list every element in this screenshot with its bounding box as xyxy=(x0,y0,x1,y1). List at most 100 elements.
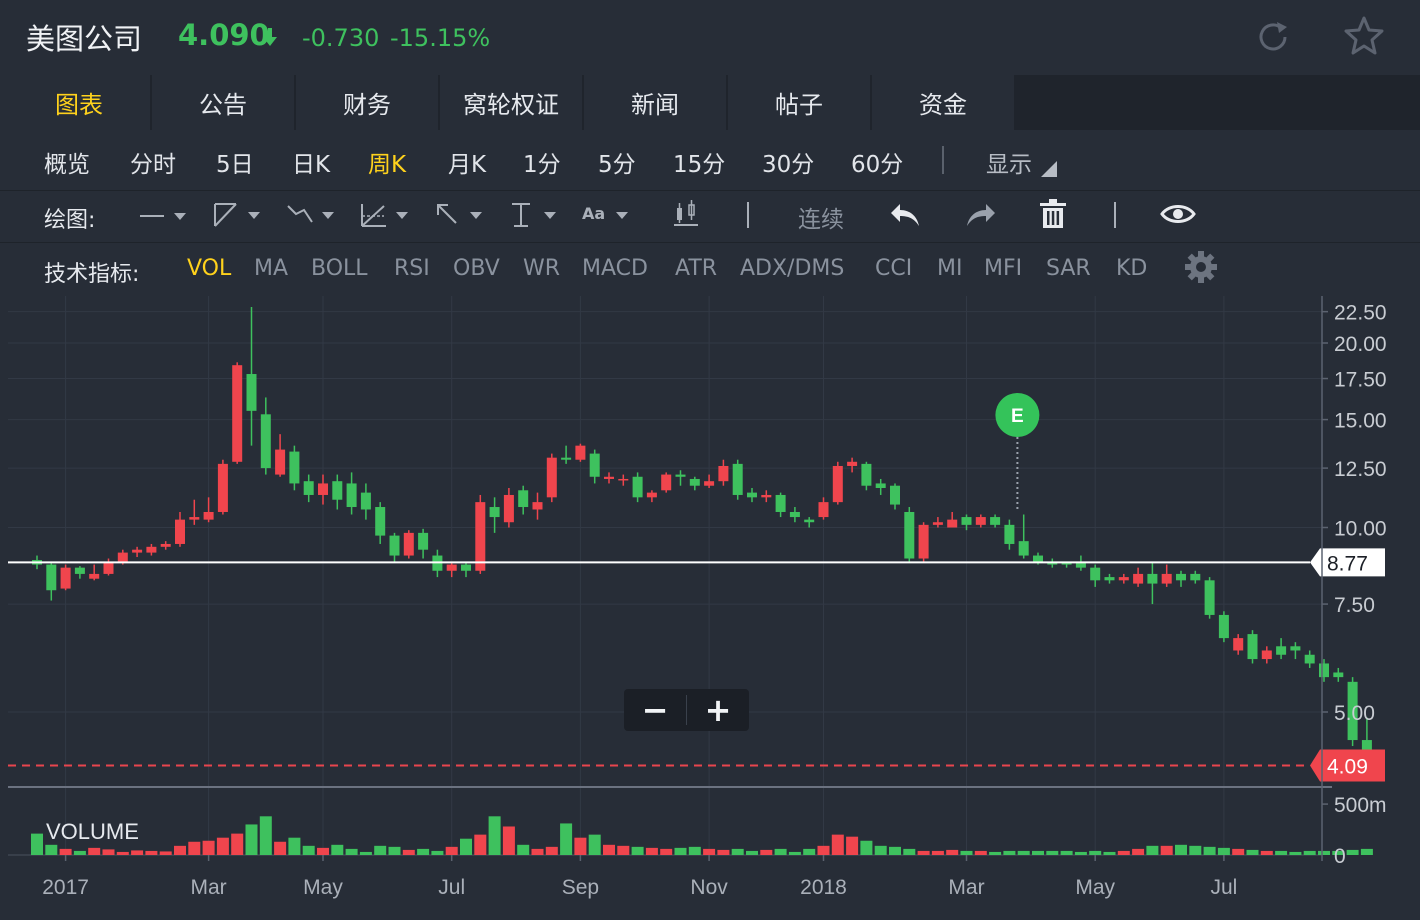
volume-scale-label: 500m xyxy=(1334,794,1387,817)
indicator-rsi[interactable]: RSI xyxy=(394,256,430,281)
tab-posts[interactable]: 帖子 xyxy=(728,75,870,130)
period-intraday[interactable]: 分时 xyxy=(130,152,176,178)
trash-icon[interactable] xyxy=(1038,198,1068,230)
volume-bar xyxy=(174,845,186,855)
line-style-tool-icon[interactable] xyxy=(138,204,190,228)
candle-body xyxy=(289,451,300,484)
display-menu[interactable]: 显示 xyxy=(986,152,1032,178)
volume-bar xyxy=(1217,847,1230,855)
volume-bar xyxy=(216,837,229,855)
candle-body xyxy=(661,474,672,491)
volume-bar xyxy=(717,849,730,855)
candle-body xyxy=(875,483,886,488)
x-tick-label: Jul xyxy=(1210,876,1237,899)
period-weekly[interactable]: 周K xyxy=(368,152,407,178)
undo-icon[interactable] xyxy=(888,200,922,230)
indicator-boll[interactable]: BOLL xyxy=(311,256,368,281)
tab-warrants[interactable]: 窝轮权证 xyxy=(440,75,582,130)
period-monthly[interactable]: 月K xyxy=(448,152,487,178)
volume-bar xyxy=(345,848,358,855)
continuous-draw-toggle[interactable]: 连续 xyxy=(798,207,844,233)
candle-body xyxy=(604,476,614,479)
text-tool-dropdown-icon[interactable] xyxy=(614,200,634,230)
candle-body xyxy=(489,507,500,518)
tab-financials[interactable]: 财务 xyxy=(296,75,438,130)
text-tool-label[interactable]: Aa xyxy=(582,204,606,223)
tab-capital-flow[interactable]: 资金 xyxy=(872,75,1014,130)
x-tick-label: Mar xyxy=(948,876,984,899)
volume-bar xyxy=(388,846,401,855)
fibonacci-tool-icon[interactable] xyxy=(360,200,412,230)
stock-name: 美图公司 xyxy=(26,22,143,56)
trendline-tool-icon[interactable] xyxy=(212,200,264,230)
zoom-in-button[interactable]: + xyxy=(704,691,732,729)
volume-bar xyxy=(1089,850,1102,855)
candle-body xyxy=(632,476,643,498)
indicator-ma[interactable]: MA xyxy=(254,256,289,281)
dropdown-triangle-icon xyxy=(1041,161,1057,177)
indicator-atr[interactable]: ATR xyxy=(675,256,718,281)
eye-icon[interactable] xyxy=(1160,202,1196,226)
tab-chart[interactable]: 图表 xyxy=(8,75,150,130)
candlestick-chart[interactable]: VOLUME 8.77 4.09 E 22.50 20.00 17.50 15.00 12.… xyxy=(0,294,1420,920)
volume-bar xyxy=(989,851,1002,855)
candle-body xyxy=(146,546,157,553)
volume-bar xyxy=(417,848,430,855)
period-60min[interactable]: 60分 xyxy=(851,152,904,178)
volume-bar xyxy=(946,849,959,855)
candle-body xyxy=(1247,634,1258,660)
polyline-tool-icon[interactable] xyxy=(286,200,338,230)
indicator-kd[interactable]: KD xyxy=(1116,256,1148,281)
zoom-out-button[interactable]: − xyxy=(641,691,669,729)
period-30min[interactable]: 30分 xyxy=(762,152,815,178)
indicator-mi[interactable]: MI xyxy=(937,256,963,281)
candle-body xyxy=(60,567,71,589)
volume-bar xyxy=(1346,849,1359,855)
indicator-sar[interactable]: SAR xyxy=(1046,256,1091,281)
arrow-tool-icon[interactable] xyxy=(434,200,486,230)
volume-bar xyxy=(588,834,601,855)
volume-bar xyxy=(73,850,86,855)
candle-body xyxy=(1147,573,1158,584)
indicator-obv[interactable]: OBV xyxy=(453,256,500,281)
volume-bar xyxy=(631,846,644,855)
price-range-tool-icon[interactable] xyxy=(508,200,560,230)
candle-body xyxy=(789,511,800,518)
indicator-mfi[interactable]: MFI xyxy=(984,256,1023,281)
period-5min[interactable]: 5分 xyxy=(598,152,636,178)
period-overview[interactable]: 概览 xyxy=(44,152,90,178)
volume-bar xyxy=(774,848,787,855)
candle-tool-icon[interactable] xyxy=(672,198,700,228)
candle-body xyxy=(1304,654,1315,664)
candle-body xyxy=(446,564,457,571)
redo-icon[interactable] xyxy=(964,200,998,230)
indicator-wr[interactable]: WR xyxy=(523,256,561,281)
candle-body xyxy=(747,492,757,498)
candle-body xyxy=(132,549,143,553)
refresh-icon[interactable] xyxy=(1254,18,1292,56)
indicator-adx-dms[interactable]: ADX/DMS xyxy=(740,256,845,281)
candle-body xyxy=(1090,567,1101,581)
period-daily[interactable]: 日K xyxy=(292,152,331,178)
period-5day[interactable]: 5日 xyxy=(216,152,254,178)
candle-body xyxy=(775,494,786,512)
gear-icon[interactable] xyxy=(1184,250,1218,284)
last-price: 4.090 xyxy=(178,18,270,52)
indicator-cci[interactable]: CCI xyxy=(875,256,913,281)
indicator-vol[interactable]: VOL xyxy=(187,256,232,281)
volume-bar xyxy=(502,826,515,855)
candle-body xyxy=(1075,561,1086,568)
tab-announcements[interactable]: 公告 xyxy=(152,75,294,130)
period-15min[interactable]: 15分 xyxy=(673,152,726,178)
volume-bar xyxy=(31,833,43,855)
tab-news[interactable]: 新闻 xyxy=(584,75,726,130)
star-icon[interactable] xyxy=(1342,14,1386,58)
volume-bar xyxy=(402,849,415,855)
period-1min[interactable]: 1分 xyxy=(523,152,561,178)
volume-bar xyxy=(1103,851,1116,855)
y-tick-label: 15.00 xyxy=(1334,410,1387,433)
indicator-macd[interactable]: MACD xyxy=(582,256,648,281)
candle-body xyxy=(389,535,400,556)
volume-bar xyxy=(1046,850,1059,855)
candle-body xyxy=(761,494,772,498)
